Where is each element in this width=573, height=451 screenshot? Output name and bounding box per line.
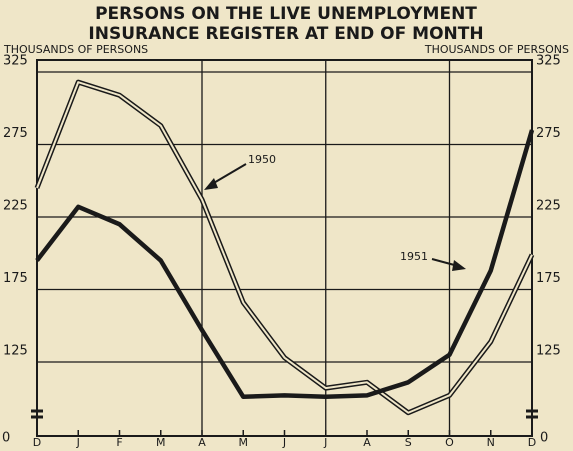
x-tick-label: O [445, 436, 454, 449]
y-tick-label: 125 [3, 344, 28, 359]
y-axis-label: THOUSANDS OF PERSONS [3, 43, 148, 56]
chart-title: PERSONS ON THE LIVE UNEMPLOYMENT [95, 4, 477, 24]
y2-axis-label: THOUSANDS OF PERSONS [424, 43, 569, 56]
x-tick-label: F [116, 436, 122, 449]
chart-title: INSURANCE REGISTER AT END OF MONTH [88, 24, 483, 44]
y2-break-label: 0 [540, 431, 548, 446]
x-tick-label: M [239, 436, 249, 449]
x-tick-label: A [198, 436, 206, 449]
y-tick-label: 275 [3, 126, 28, 141]
series-label: 1950 [248, 153, 276, 166]
y2-tick-label: 275 [536, 126, 561, 141]
y2-tick-label: 225 [536, 199, 561, 214]
x-tick-label: D [33, 436, 41, 449]
series-label: 1951 [400, 250, 428, 263]
y2-tick-label: 175 [536, 271, 561, 286]
x-tick-label: J [282, 436, 286, 449]
series-line-inner [36, 81, 533, 414]
x-tick-label: N [487, 436, 495, 449]
annotation-arrow [211, 163, 247, 185]
axis-break [31, 409, 538, 419]
x-tick-label: J [323, 436, 327, 449]
y-break-label: 0 [2, 431, 10, 446]
y-tick-label: 225 [3, 199, 28, 214]
x-tick-label: D [528, 436, 536, 449]
x-tick-label: M [156, 436, 166, 449]
annotation-arrowhead [452, 260, 466, 271]
series-line [35, 129, 535, 400]
annotation-arrowhead [204, 178, 218, 190]
y-tick-label: 325 [3, 54, 28, 69]
x-tick-label: A [363, 436, 371, 449]
y2-tick-label: 125 [536, 344, 561, 359]
x-tick-label: S [405, 436, 412, 449]
y-tick-label: 175 [3, 271, 28, 286]
x-tick-label: J [76, 436, 80, 449]
y2-tick-label: 325 [536, 54, 561, 69]
